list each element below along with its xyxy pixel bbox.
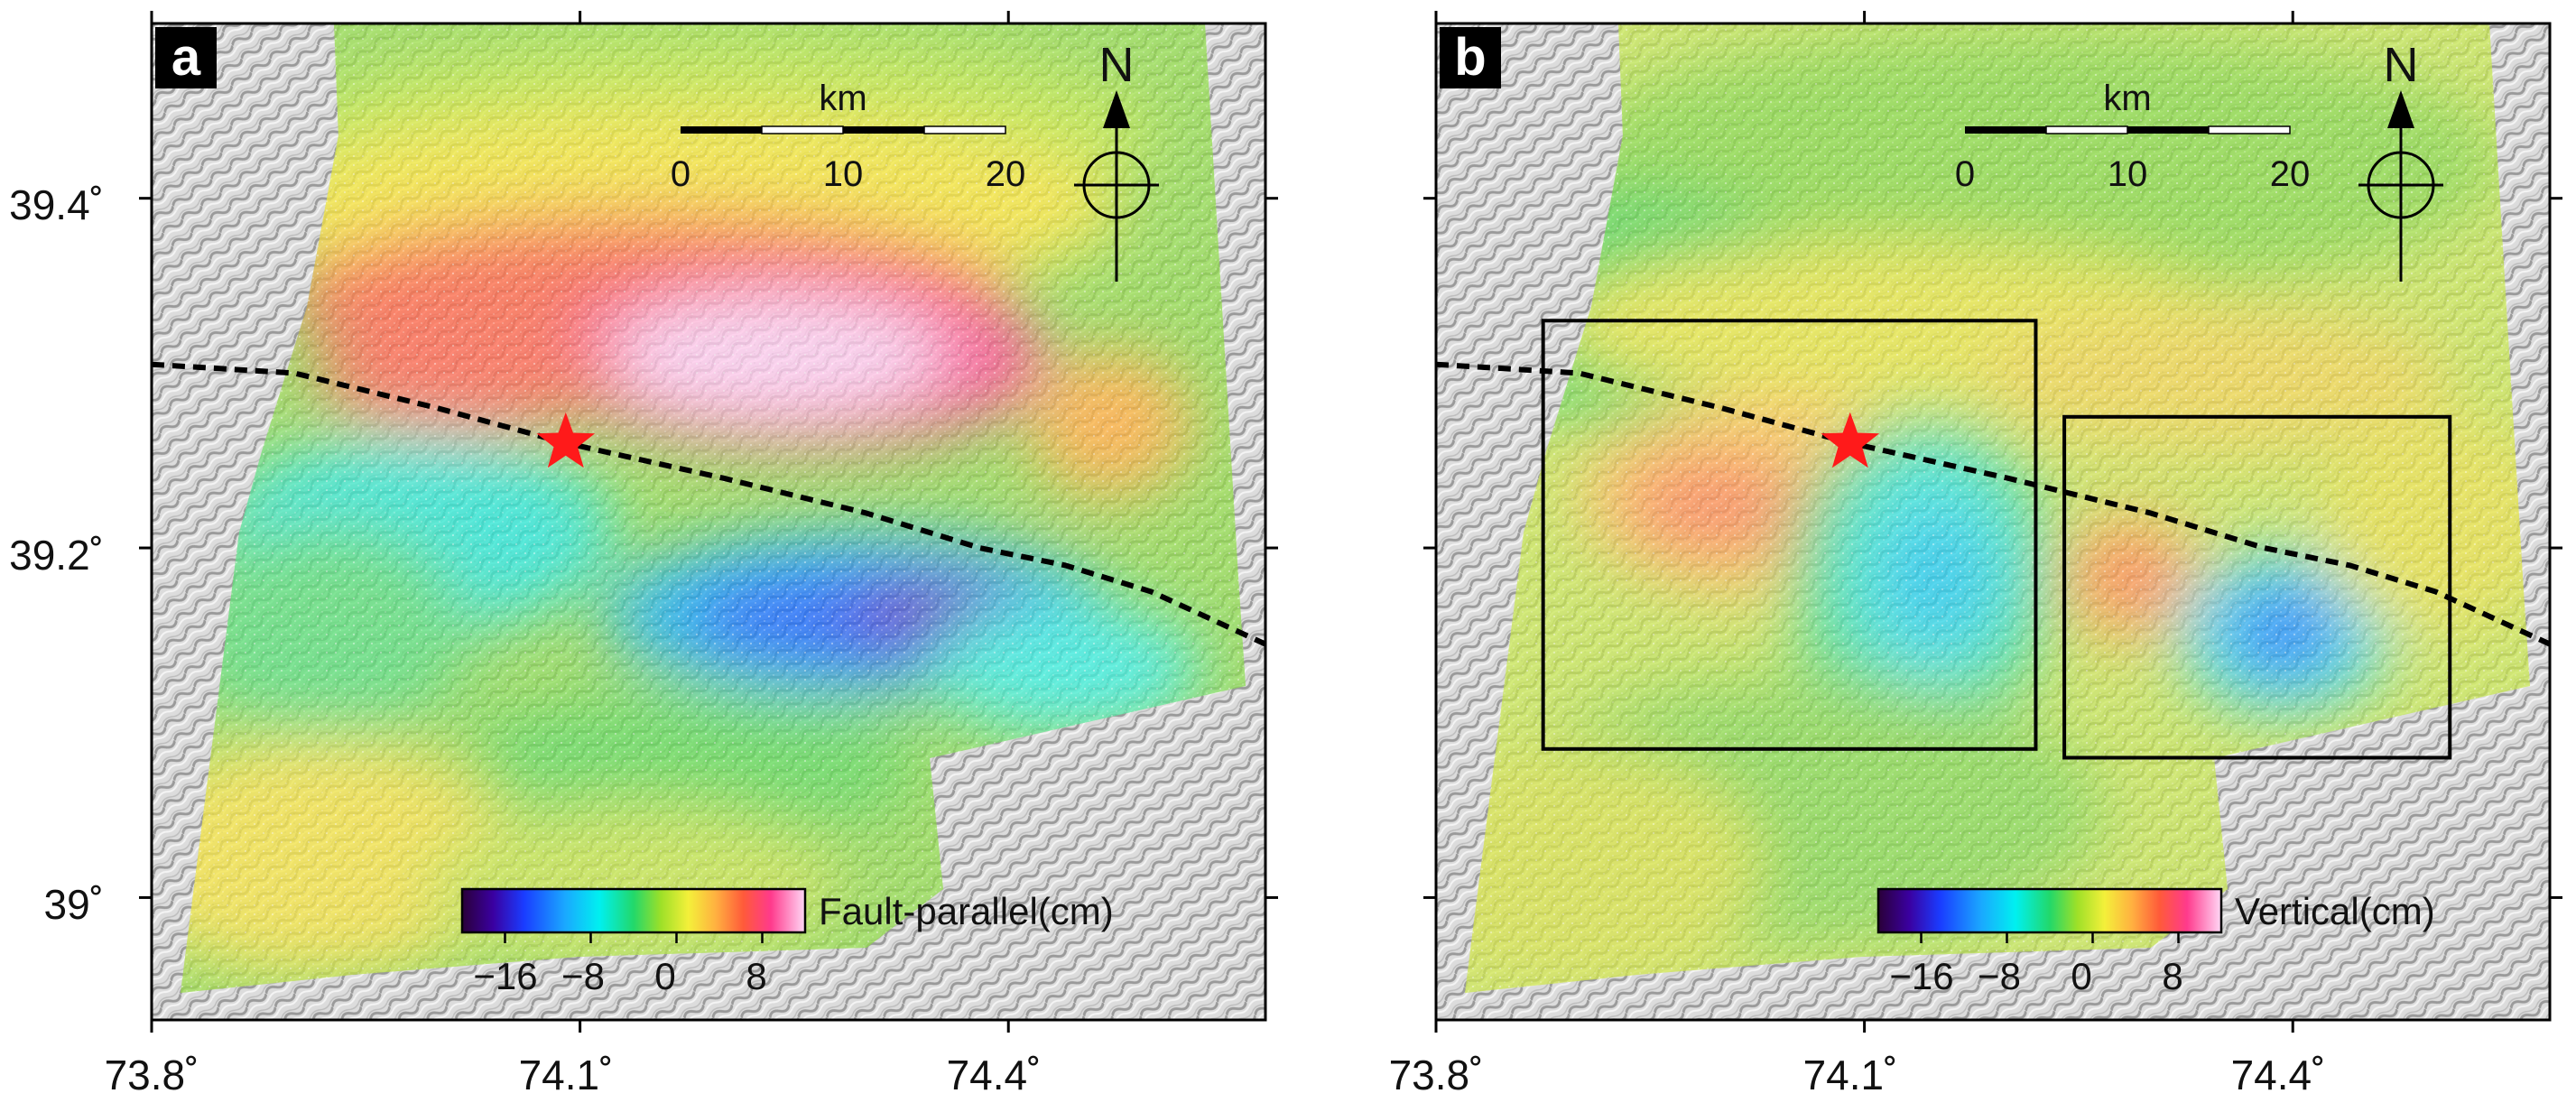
panel-b-map	[1436, 23, 2550, 1020]
x-tick-label: 73.8˚	[105, 1052, 199, 1098]
scale-bar: km 0 10 20	[1955, 79, 2310, 194]
colorbar-tick-label: 8	[2162, 955, 2182, 997]
colorbar: Vertical(cm) −16 −8 0 8	[1876, 887, 2435, 997]
scale-bar-tick-0: 0	[671, 154, 690, 194]
colorbar-title: Vertical(cm)	[2235, 890, 2435, 932]
subset-box-2	[2062, 414, 2452, 760]
colorbar-tick-label: −16	[1889, 955, 1953, 997]
panel-b-ticks	[1423, 11, 2562, 1033]
colorbar-ramp	[1876, 887, 2223, 934]
scale-bar-tick-10: 10	[823, 154, 864, 194]
north-arrow-icon: N	[2358, 38, 2443, 282]
colorbar-tick-label: 0	[2071, 955, 2091, 997]
colorbar-title: Fault-parallel(cm)	[819, 890, 1114, 932]
x-tick-label: 74.1˚	[519, 1052, 614, 1098]
scale-bar-tick-10: 10	[2108, 154, 2148, 194]
scale-bar: km 0 10 20	[671, 79, 1025, 194]
fault-trace	[152, 361, 1265, 647]
scale-bar-unit: km	[2103, 79, 2151, 118]
x-tick-label: 73.8˚	[1389, 1052, 1484, 1098]
fault-trace	[1436, 361, 2550, 647]
panel-a-label: a	[171, 28, 201, 87]
colorbar-tick-label: −16	[473, 955, 537, 997]
colorbar: Fault-parallel(cm) −16 −8 0 8	[460, 887, 1114, 997]
panel-a-label-box	[155, 27, 217, 88]
x-tick-label: 74.4˚	[947, 1052, 1042, 1098]
panel-b-label: b	[1454, 28, 1486, 87]
scale-bar-tick-20: 20	[2270, 154, 2311, 194]
panel-b: b km 0 10 20 N Vertical(cm) −16 −8 0 8	[1389, 11, 2562, 1098]
panel-b-frame	[1434, 22, 2552, 1022]
y-tick-label: 39˚	[44, 881, 104, 928]
epicenter-star-icon	[536, 412, 596, 468]
subset-box-1	[1541, 319, 2038, 751]
colorbar-tick-label: −8	[1978, 955, 2021, 997]
y-tick-label: 39.2˚	[9, 532, 104, 579]
panel-a-ticks	[139, 11, 1278, 1033]
colorbar-tick-label: −8	[561, 955, 605, 997]
scale-bar-unit: km	[819, 79, 866, 118]
x-tick-label: 74.1˚	[1803, 1052, 1898, 1098]
colorbar-tick-label: 0	[654, 955, 675, 997]
subset-boxes	[1541, 319, 2452, 760]
colorbar-tick-label: 8	[746, 955, 766, 997]
colorbar-ramp	[460, 887, 807, 934]
y-tick-label: 39.4˚	[9, 181, 104, 228]
scale-bar-tick-20: 20	[986, 154, 1026, 194]
panel-a-displacement-field	[181, 23, 1246, 993]
panel-a-map	[152, 23, 1265, 1020]
panel-b-label-box	[1440, 27, 1501, 88]
panel-a: a km 0 10 20 N Fault-parallel(cm) −16 −	[9, 11, 1278, 1098]
north-label: N	[2384, 38, 2419, 92]
panel-a-frame	[150, 22, 1267, 1022]
x-tick-label: 74.4˚	[2231, 1052, 2326, 1098]
north-label: N	[1099, 38, 1135, 92]
scale-bar-tick-0: 0	[1955, 154, 1975, 194]
north-arrow-icon: N	[1074, 38, 1159, 282]
epicenter-star-icon	[1821, 412, 1880, 468]
